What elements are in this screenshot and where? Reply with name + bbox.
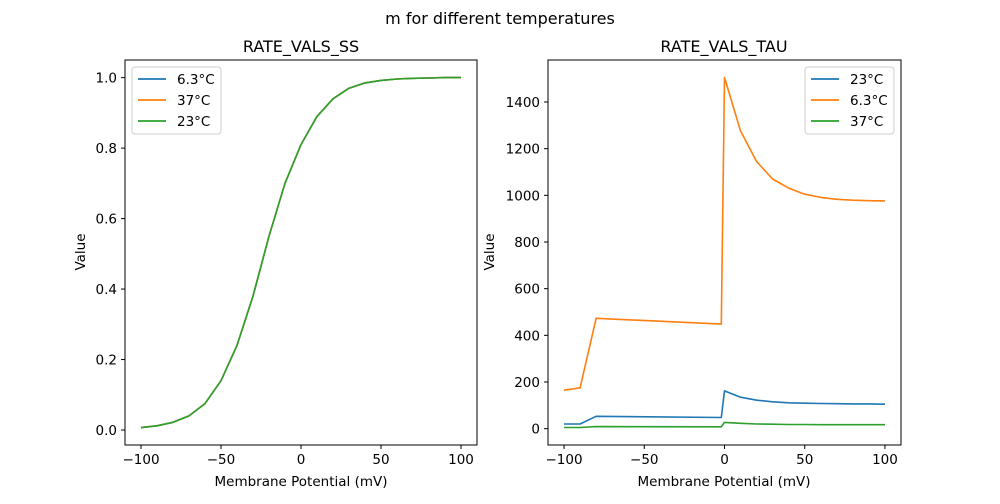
series-line-23C [140, 76, 461, 429]
y-tick-label: 0.2 [96, 353, 117, 369]
series-line-37C [564, 421, 885, 429]
y-tick-label: 0.8 [96, 141, 117, 157]
y-tick-label: 400 [514, 328, 540, 344]
x-tick-label: 100 [448, 452, 474, 468]
axes-title: RATE_VALS_TAU [660, 37, 787, 57]
y-axis-label: Value [482, 233, 498, 270]
series-line-6.3C [563, 76, 886, 391]
x-tick-label: 0 [297, 452, 306, 468]
legend-label: 37°C [177, 93, 210, 109]
x-tick-label: −100 [545, 452, 582, 468]
y-tick-label: 600 [514, 282, 540, 298]
legend: 6.3°C 37°C 23°C [131, 66, 222, 135]
y-tick-label: 0 [531, 422, 540, 438]
axes-title: RATE_VALS_SS [243, 37, 359, 57]
legend-label: 6.3°C [850, 93, 888, 109]
legend-label: 37°C [850, 114, 883, 130]
x-tick-label: −100 [122, 452, 159, 468]
legend-box [131, 66, 222, 135]
x-tick-label: −50 [630, 452, 659, 468]
y-tick-label: 1000 [506, 188, 540, 204]
y-tick-label: 800 [514, 235, 540, 251]
x-axis-label: Membrane Potential (mV) [637, 474, 810, 490]
legend-label: 23°C [850, 72, 883, 88]
y-tick-label: 1400 [506, 95, 540, 111]
legend-box [804, 66, 895, 135]
y-tick-label: 1.0 [96, 71, 117, 87]
legend-label: 6.3°C [177, 72, 215, 88]
x-tick-label: −50 [207, 452, 236, 468]
x-tick-label: 0 [720, 452, 729, 468]
y-tick-label: 0.4 [96, 282, 117, 298]
figure-suptitle: m for different temperatures [385, 9, 615, 28]
legend: 23°C 6.3°C 37°C [804, 66, 895, 135]
y-axis-label: Value [73, 233, 89, 270]
x-tick-label: 50 [796, 452, 813, 468]
axes-rate-vals-tau: RATE_VALS_TAU Membrane Potential (mV) Va… [482, 37, 902, 490]
legend-label: 23°C [177, 114, 210, 130]
x-tick-label: 100 [872, 452, 898, 468]
y-tick-label: 200 [514, 375, 540, 391]
x-tick-label: 50 [372, 452, 389, 468]
y-tick-label: 0.6 [96, 212, 117, 228]
x-axis-label: Membrane Potential (mV) [214, 474, 387, 490]
series-line-23C [564, 390, 886, 425]
axes-rate-vals-ss: RATE_VALS_SS Membrane Potential (mV) Val… [73, 37, 478, 490]
y-tick-label: 0.0 [96, 423, 117, 439]
y-tick-label: 1200 [506, 142, 540, 158]
